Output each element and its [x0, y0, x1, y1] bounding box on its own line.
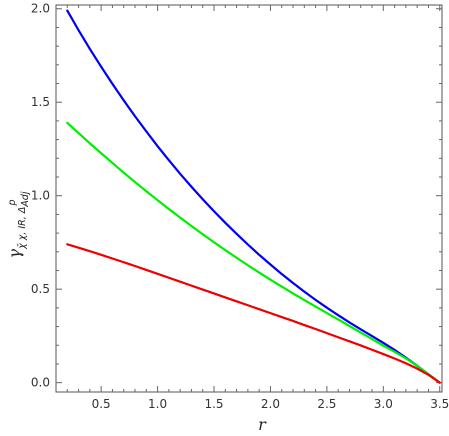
- y-axis-title-sub: χ̄ χ, IR, Δ: [17, 207, 28, 250]
- y-tick-label: 2.0: [31, 2, 50, 16]
- y-axis-title-main: γ: [5, 248, 24, 258]
- x-axis-title: r: [258, 415, 267, 434]
- series-line-2: [66, 121, 441, 384]
- tick-labels: 0.5 1.0 1.5 2.0 2.5 3.0 3.5 0.0 0.5 1.0 1.5 2.0: [31, 2, 449, 411]
- plot-frame: [55, 4, 443, 393]
- y-axis-title-subsub: Adj: [20, 191, 31, 208]
- x-tick-label: 1.0: [148, 397, 167, 411]
- y-tick-label: 0.0: [31, 376, 50, 390]
- svg-text:γχ̄ χ, IR, ΔAdjp: γχ̄ χ, IR, ΔAdjp: [5, 191, 31, 258]
- y-tick-label: 0.5: [31, 282, 50, 296]
- series-line-1: [66, 9, 441, 384]
- series-lines: [66, 9, 441, 384]
- series-line-3: [66, 243, 441, 384]
- y-tick-label: 1.5: [31, 95, 50, 109]
- ticks: [56, 5, 442, 392]
- x-tick-label: 1.5: [204, 397, 223, 411]
- y-axis-title: γχ̄ χ, IR, ΔAdjp: [5, 191, 31, 258]
- x-tick-label: 3.0: [374, 397, 393, 411]
- x-tick-label: 2.0: [261, 397, 280, 411]
- x-tick-label: 3.5: [430, 397, 449, 411]
- x-tick-label: 2.5: [317, 397, 336, 411]
- y-axis-title-sup: p: [7, 199, 18, 206]
- x-tick-label: 0.5: [92, 397, 111, 411]
- y-tick-label: 1.0: [31, 189, 50, 203]
